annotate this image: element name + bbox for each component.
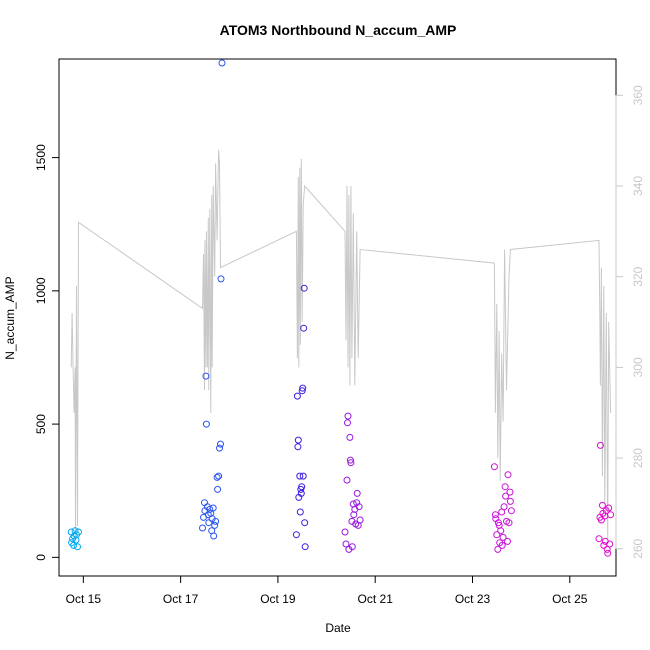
data-point-series-4 <box>341 528 349 536</box>
data-point-series-3 <box>296 508 304 516</box>
data-point-series-2 <box>202 420 210 428</box>
data-point-series-6 <box>607 511 615 519</box>
data-point-series-3 <box>298 387 306 395</box>
x-axis-label: Date <box>325 621 351 635</box>
data-point-series-3 <box>293 392 301 400</box>
data-point-series-3 <box>300 324 308 332</box>
data-point-series-2 <box>212 517 220 525</box>
data-point-series-4 <box>343 476 351 484</box>
data-point-series-3 <box>300 284 308 292</box>
data-point-series-2 <box>215 472 223 480</box>
secondary-line <box>70 149 612 540</box>
data-point-series-5 <box>504 537 511 545</box>
data-point-series-4 <box>344 419 351 427</box>
data-point-series-2 <box>213 473 221 481</box>
y-right-tick-label: 320 <box>631 266 645 286</box>
x-tick-label: Oct 17 <box>163 592 199 606</box>
data-point-series-5 <box>506 488 514 496</box>
data-point-series-4 <box>355 503 363 511</box>
data-point-series-5 <box>491 511 499 519</box>
data-point-series-6 <box>604 549 612 557</box>
data-point-series-2 <box>202 372 210 380</box>
data-point-series-2 <box>205 519 213 527</box>
data-point-series-1 <box>74 543 81 551</box>
data-point-series-2 <box>214 485 222 493</box>
data-point-series-3 <box>297 489 305 497</box>
data-points <box>67 59 615 557</box>
data-point-series-6 <box>600 541 608 549</box>
data-point-series-5 <box>505 519 513 527</box>
data-point-series-5 <box>494 545 502 553</box>
data-point-series-1 <box>75 528 82 536</box>
data-point-series-4 <box>342 540 350 548</box>
data-point-series-2 <box>211 521 219 529</box>
data-point-series-2 <box>199 524 206 532</box>
data-point-series-4 <box>353 489 361 497</box>
data-point-series-5 <box>493 531 501 539</box>
x-axis: Oct 15 Oct 17 Oct 19 Oct 21 Oct 23 Oct 25 <box>66 575 588 606</box>
x-tick-label: Oct 25 <box>552 592 588 606</box>
y-right-tick-label: 300 <box>631 357 645 377</box>
data-point-series-3 <box>299 472 307 480</box>
x-tick-label: Oct 21 <box>358 592 394 606</box>
data-point-series-5 <box>504 471 512 479</box>
y-right-tick-label: 260 <box>631 538 645 558</box>
data-point-series-1 <box>72 536 80 544</box>
data-point-series-2 <box>218 59 226 67</box>
data-point-series-3 <box>301 519 309 527</box>
y-right-tick-label: 340 <box>631 176 645 196</box>
data-point-series-3 <box>294 436 302 444</box>
data-point-series-3 <box>301 543 309 551</box>
data-point-series-6 <box>598 501 606 509</box>
y-axis-right: 260 280 300 320 340 360 <box>615 85 645 559</box>
data-point-series-4 <box>356 516 364 524</box>
data-point-series-6 <box>596 441 604 449</box>
data-point-series-6 <box>597 516 605 524</box>
data-point-series-4 <box>350 511 358 519</box>
data-point-series-2 <box>216 444 223 452</box>
y-left-tick-label: 500 <box>34 414 48 434</box>
y-axis-label: N_accum_AMP <box>3 276 17 359</box>
data-point-series-2 <box>217 440 224 448</box>
data-point-series-5 <box>497 527 505 535</box>
data-point-series-2 <box>209 504 217 512</box>
y-left-tick-label: 0 <box>34 554 48 561</box>
data-point-series-6 <box>595 535 603 543</box>
data-point-series-5 <box>507 507 515 515</box>
data-point-series-3 <box>299 384 307 392</box>
y-left-tick-label: 1500 <box>34 144 48 171</box>
data-point-series-5 <box>499 533 507 541</box>
y-right-tick-label: 280 <box>631 448 645 468</box>
y-right-tick-label: 360 <box>631 85 645 105</box>
chart-title: ATOM3 Northbound N_accum_AMP <box>220 22 457 38</box>
y-axis-left: 0 500 1000 1500 <box>34 144 60 561</box>
y-left-tick-label: 1000 <box>34 277 48 304</box>
x-tick-label: Oct 15 <box>66 592 102 606</box>
data-point-series-6 <box>605 504 613 512</box>
x-tick-label: Oct 19 <box>260 592 296 606</box>
data-point-series-4 <box>348 543 356 551</box>
data-point-series-5 <box>498 541 506 549</box>
plot-frame <box>58 58 617 577</box>
data-point-series-5 <box>501 483 509 491</box>
data-point-series-2 <box>210 532 218 540</box>
data-point-series-5 <box>500 503 508 511</box>
data-point-series-4 <box>344 412 352 420</box>
x-tick-label: Oct 23 <box>455 592 491 606</box>
data-point-series-1 <box>71 527 79 535</box>
data-point-series-4 <box>346 433 354 441</box>
data-point-series-6 <box>606 540 614 548</box>
data-point-series-2 <box>217 275 225 283</box>
data-point-series-4 <box>346 456 354 464</box>
data-point-series-2 <box>206 505 214 513</box>
data-point-series-3 <box>292 531 300 539</box>
data-point-series-3 <box>294 443 302 451</box>
data-point-series-5 <box>506 497 514 505</box>
data-point-series-4 <box>347 459 355 467</box>
data-point-series-3 <box>296 472 304 480</box>
data-point-series-3 <box>298 483 306 491</box>
data-point-series-5 <box>502 492 510 500</box>
data-point-series-5 <box>490 463 498 471</box>
